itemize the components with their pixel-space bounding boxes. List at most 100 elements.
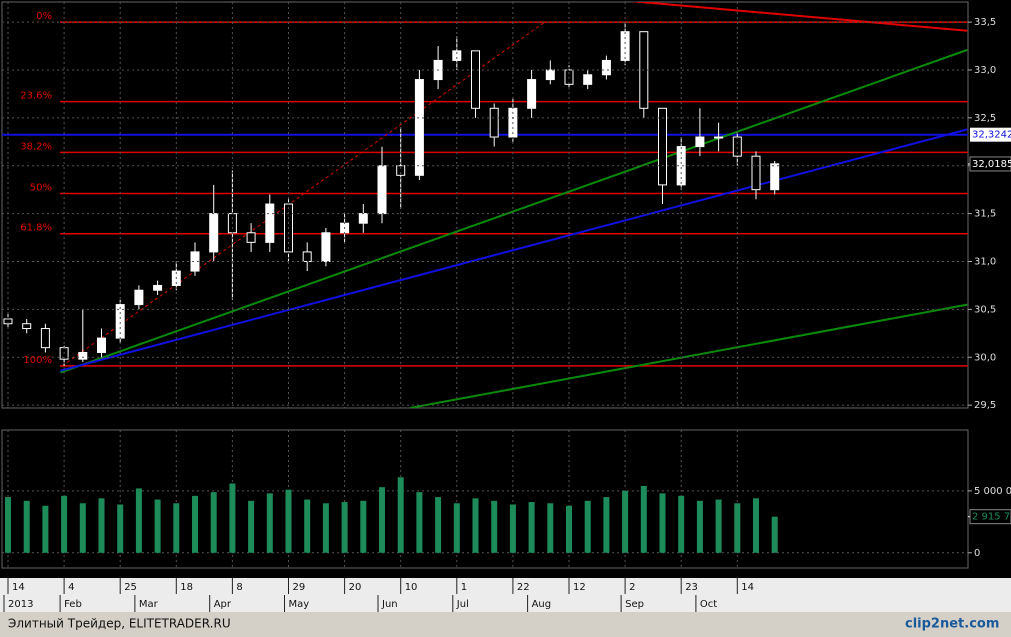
y-tick-label: 5 000 000 — [974, 486, 1011, 497]
volume-bar — [622, 490, 629, 553]
volume-bar — [379, 487, 385, 553]
volume-bar — [304, 499, 311, 553]
candle-body — [620, 31, 630, 61]
volume-bar — [472, 498, 479, 553]
volume-bar — [192, 495, 198, 553]
volume-bar — [397, 477, 404, 553]
candle-body — [396, 165, 406, 176]
candle-body — [22, 323, 32, 330]
x-tick-label: 14 — [741, 582, 754, 593]
candle-body — [153, 284, 163, 291]
month-label: Sep — [625, 599, 644, 610]
price-plot — [2, 2, 968, 408]
candle-body — [414, 79, 424, 176]
candle-body — [751, 155, 761, 191]
fib-label: 23.6% — [20, 91, 52, 102]
candle-body — [302, 251, 312, 262]
y-tick-label: 29,5 — [974, 400, 996, 411]
month-label: 2013 — [8, 599, 33, 610]
month-label: May — [289, 599, 310, 610]
volume-bar — [79, 503, 86, 553]
trendline — [60, 128, 968, 372]
month-label: Jun — [381, 599, 398, 610]
x-tick-label: 8 — [236, 582, 242, 593]
month-label: Aug — [532, 599, 552, 610]
candle-body — [601, 59, 611, 76]
month-label: Oct — [700, 599, 717, 610]
volume-bar — [285, 489, 292, 553]
x-tick-label: 18 — [180, 582, 193, 593]
volume-tag-label: 2 915 7 — [972, 512, 1010, 523]
volume-bar — [547, 503, 554, 553]
month-label: Feb — [64, 599, 82, 610]
volume-bar — [23, 500, 30, 553]
candle-body — [377, 165, 387, 215]
x-tick-label: 2 — [629, 582, 635, 593]
volume-bar — [566, 505, 572, 553]
candle-body — [40, 328, 50, 349]
footer-bar — [0, 612, 1011, 637]
trendline — [61, 21, 545, 367]
x-tick-label: 20 — [349, 582, 362, 593]
candle-body — [583, 74, 593, 85]
volume-bar — [659, 493, 666, 553]
candle-body — [545, 69, 555, 81]
candle-body — [489, 107, 499, 138]
volume-bar — [509, 504, 516, 553]
y-tick-label: 31,5 — [974, 209, 996, 220]
x-tick-label: 1 — [461, 582, 467, 593]
volume-bar — [528, 502, 535, 553]
footer-logo: clip2net.com — [905, 617, 999, 632]
volume-bar — [154, 499, 161, 553]
candle-body — [134, 289, 144, 306]
month-label: Jul — [456, 599, 469, 610]
volume-bar — [229, 483, 236, 553]
candle-body — [695, 136, 705, 148]
x-tick-label: 29 — [293, 582, 306, 593]
volume-bar — [248, 500, 255, 553]
price-panel — [1, 1, 969, 409]
candle-body — [265, 203, 275, 243]
volume-bar — [117, 504, 124, 553]
y-tick-label: 33,0 — [974, 65, 996, 76]
x-tick-label: 10 — [405, 582, 418, 593]
y-tick-label: 30,5 — [974, 304, 996, 315]
fib-label: 100% — [23, 355, 52, 366]
trendline — [60, 48, 968, 374]
volume-bar — [678, 495, 685, 553]
volume-bar — [435, 497, 442, 553]
volume-bar — [734, 503, 741, 553]
time-axis — [0, 578, 1011, 612]
candle-body — [78, 351, 88, 360]
candle-body — [97, 337, 106, 353]
price-tag-label: 32,0185 — [972, 159, 1011, 170]
volume-bar — [61, 495, 68, 553]
volume-bar — [98, 498, 105, 553]
candle-body — [452, 50, 462, 61]
fib-label: 0% — [36, 11, 52, 22]
month-label: Apr — [214, 599, 232, 610]
volume-bar — [696, 500, 703, 553]
x-tick-label: 14 — [12, 582, 25, 593]
fib-label: 50% — [30, 183, 52, 194]
trendline — [409, 303, 968, 408]
volume-bar — [266, 493, 273, 553]
candle-body — [246, 232, 256, 243]
volume-bar — [341, 502, 348, 553]
volume-bar — [584, 500, 591, 553]
price-tag — [969, 156, 1011, 172]
y-tick-label: 0 — [974, 548, 980, 559]
volume-bar — [416, 492, 423, 553]
candle-body — [527, 79, 537, 109]
candle-body — [321, 232, 331, 262]
y-tick-label: 32,5 — [974, 113, 996, 124]
x-tick-label: 23 — [685, 582, 698, 593]
x-tick-label: 4 — [68, 582, 74, 593]
candle-body — [714, 136, 724, 139]
y-tick-label: 33,5 — [974, 17, 996, 28]
volume-bar — [173, 503, 180, 553]
candle-body — [770, 163, 780, 191]
